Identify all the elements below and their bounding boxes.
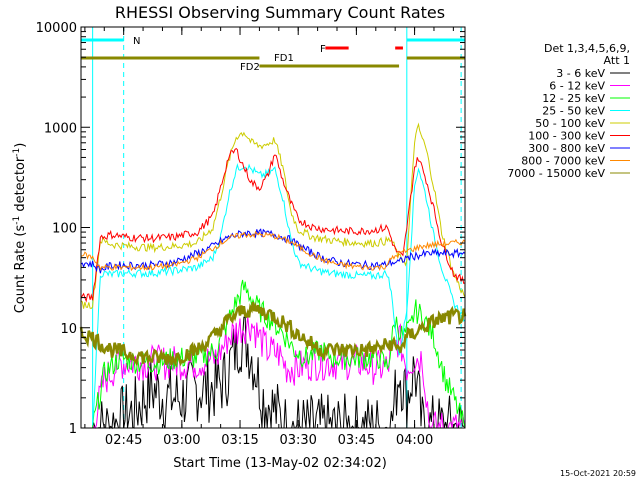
series-line-7 [80, 230, 466, 272]
legend-label-3: 25 - 50 keV [542, 105, 605, 118]
legend-label-7: 800 - 7000 keV [521, 155, 605, 168]
y-axis-label: Count Rate (s-1 detector-1) [12, 143, 28, 314]
x-tick-label-4: 03:45 [338, 433, 375, 448]
flag-annotations: N FD1 FD2 F [133, 36, 326, 73]
legend-header-line2: Att 1 [604, 54, 630, 67]
series-line-8 [79, 301, 467, 368]
series-line-5 [80, 147, 466, 303]
legend-label-0: 3 - 6 keV [556, 67, 605, 80]
chart-title: RHESSI Observing Summary Count Rates [115, 3, 445, 22]
legend-label-5: 100 - 300 keV [528, 130, 605, 143]
plot-area [79, 27, 467, 430]
series-line-6 [80, 228, 466, 274]
annotation-n: N [133, 36, 140, 47]
x-tick-label-1: 03:00 [163, 433, 200, 448]
y-tick-label-4: 10000 [36, 21, 77, 36]
series-line-4 [80, 122, 466, 309]
y-tick-label-3: 1000 [44, 121, 77, 136]
x-tick-label-0: 02:45 [105, 433, 142, 448]
series-line-1 [92, 316, 466, 429]
x-axis: 02:45 03:00 03:15 03:30 03:45 04:00 [84, 27, 454, 448]
legend-label-4: 50 - 100 keV [535, 117, 605, 130]
y-tick-label-0: 1 [69, 422, 77, 437]
y-tick-label-1: 10 [60, 322, 77, 337]
datestamp: 15-Oct-2021 20:59 [560, 469, 636, 478]
annotation-fd2: FD2 [240, 62, 260, 73]
x-tick-label-2: 03:15 [221, 433, 258, 448]
y-axis: 1 10 100 1000 10000 [36, 21, 465, 437]
legend-header-line1: Det 1,3,4,5,6,9, [544, 42, 630, 55]
x-axis-label: Start Time (13-May-02 02:34:02) [173, 456, 387, 471]
series-line-0 [92, 316, 466, 430]
annotation-f: F [320, 44, 326, 55]
x-tick-label-5: 04:00 [396, 433, 433, 448]
legend-label-2: 12 - 25 keV [542, 92, 605, 105]
annotation-fd1: FD1 [274, 53, 294, 64]
series-line-2 [92, 279, 466, 429]
series-line-3 [92, 163, 466, 426]
legend-label-1: 6 - 12 keV [549, 80, 605, 93]
legend-label-6: 300 - 800 keV [528, 142, 605, 155]
legend-label-8: 7000 - 15000 keV [507, 167, 605, 180]
x-tick-label-3: 03:30 [279, 433, 316, 448]
y-tick-label-2: 100 [52, 222, 77, 237]
